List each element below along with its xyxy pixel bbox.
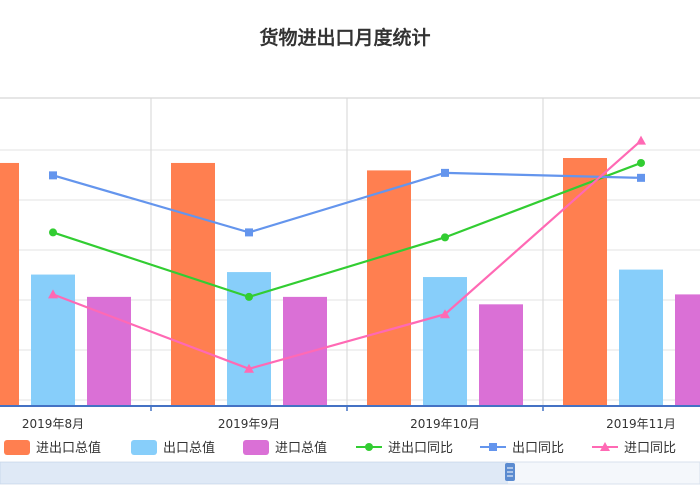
point-steelblue-2[interactable] — [245, 228, 253, 237]
point-green-2[interactable] — [245, 292, 253, 301]
bar-blue-4[interactable] — [619, 269, 663, 406]
legend-marker — [365, 443, 373, 451]
bar-orange-4[interactable] — [563, 158, 607, 406]
legend-item-purple[interactable]: 进口总值 — [243, 440, 327, 456]
point-pink-3[interactable] — [440, 309, 450, 319]
bars-layer — [0, 158, 700, 406]
legend-label: 进出口同比 — [388, 441, 453, 456]
legend-label: 进口总值 — [275, 440, 327, 456]
point-pink-2[interactable] — [244, 363, 254, 373]
x-tick-label: 2019年8月 — [22, 417, 84, 431]
point-green-1[interactable] — [49, 228, 57, 237]
point-pink-1[interactable] — [48, 289, 58, 299]
legend-marker — [489, 443, 497, 451]
bar-orange-2[interactable] — [171, 162, 215, 406]
legend: 进出口总值 出口总值 进口总值 进出口同比 出口同比 进口同比 — [4, 440, 676, 456]
legend-label: 进出口总值 — [36, 440, 101, 456]
x-tick-label: 2019年11月 — [606, 417, 676, 431]
bar-purple-3[interactable] — [479, 304, 523, 406]
slider-selected-range[interactable] — [0, 462, 508, 484]
point-green-4[interactable] — [637, 158, 645, 167]
x-tick-label: 2019年9月 — [218, 417, 280, 431]
data-zoom-slider[interactable] — [0, 461, 700, 485]
bar-blue-3[interactable] — [423, 277, 467, 406]
bar-orange-1[interactable] — [0, 162, 19, 406]
bar-orange-3[interactable] — [367, 170, 411, 406]
point-steelblue-1[interactable] — [49, 171, 57, 180]
legend-marker — [600, 442, 610, 451]
x-axis: 2019年8月 2019年9月 2019年10月 2019年11月 — [0, 405, 700, 431]
legend-swatch — [243, 440, 269, 455]
slider-track[interactable] — [0, 461, 700, 485]
lines-layer — [48, 135, 646, 373]
legend-swatch — [131, 440, 157, 455]
bar-purple-2[interactable] — [283, 296, 327, 406]
legend-label: 出口总值 — [163, 440, 215, 456]
line-steelblue — [52, 171, 642, 234]
bar-purple-4[interactable] — [675, 294, 700, 406]
legend-item-pink[interactable]: 进口同比 — [592, 441, 676, 456]
x-tick-label: 2019年10月 — [410, 417, 480, 431]
point-steelblue-4[interactable] — [637, 173, 645, 182]
line-green — [52, 161, 642, 299]
point-pink-4[interactable] — [636, 135, 646, 145]
chart-title: 货物进出口月度统计 — [259, 26, 430, 49]
legend-item-steelblue[interactable]: 出口同比 — [480, 441, 564, 456]
line-pink — [52, 139, 642, 370]
point-green-3[interactable] — [441, 233, 449, 242]
point-steelblue-3[interactable] — [441, 168, 449, 177]
legend-item-blue[interactable]: 出口总值 — [131, 440, 215, 456]
legend-item-green[interactable]: 进出口同比 — [356, 441, 453, 456]
legend-swatch — [4, 440, 30, 455]
legend-label: 进口同比 — [624, 441, 676, 456]
legend-item-orange[interactable]: 进出口总值 — [4, 440, 101, 456]
legend-label: 出口同比 — [512, 441, 564, 456]
bar-purple-1[interactable] — [87, 296, 131, 406]
